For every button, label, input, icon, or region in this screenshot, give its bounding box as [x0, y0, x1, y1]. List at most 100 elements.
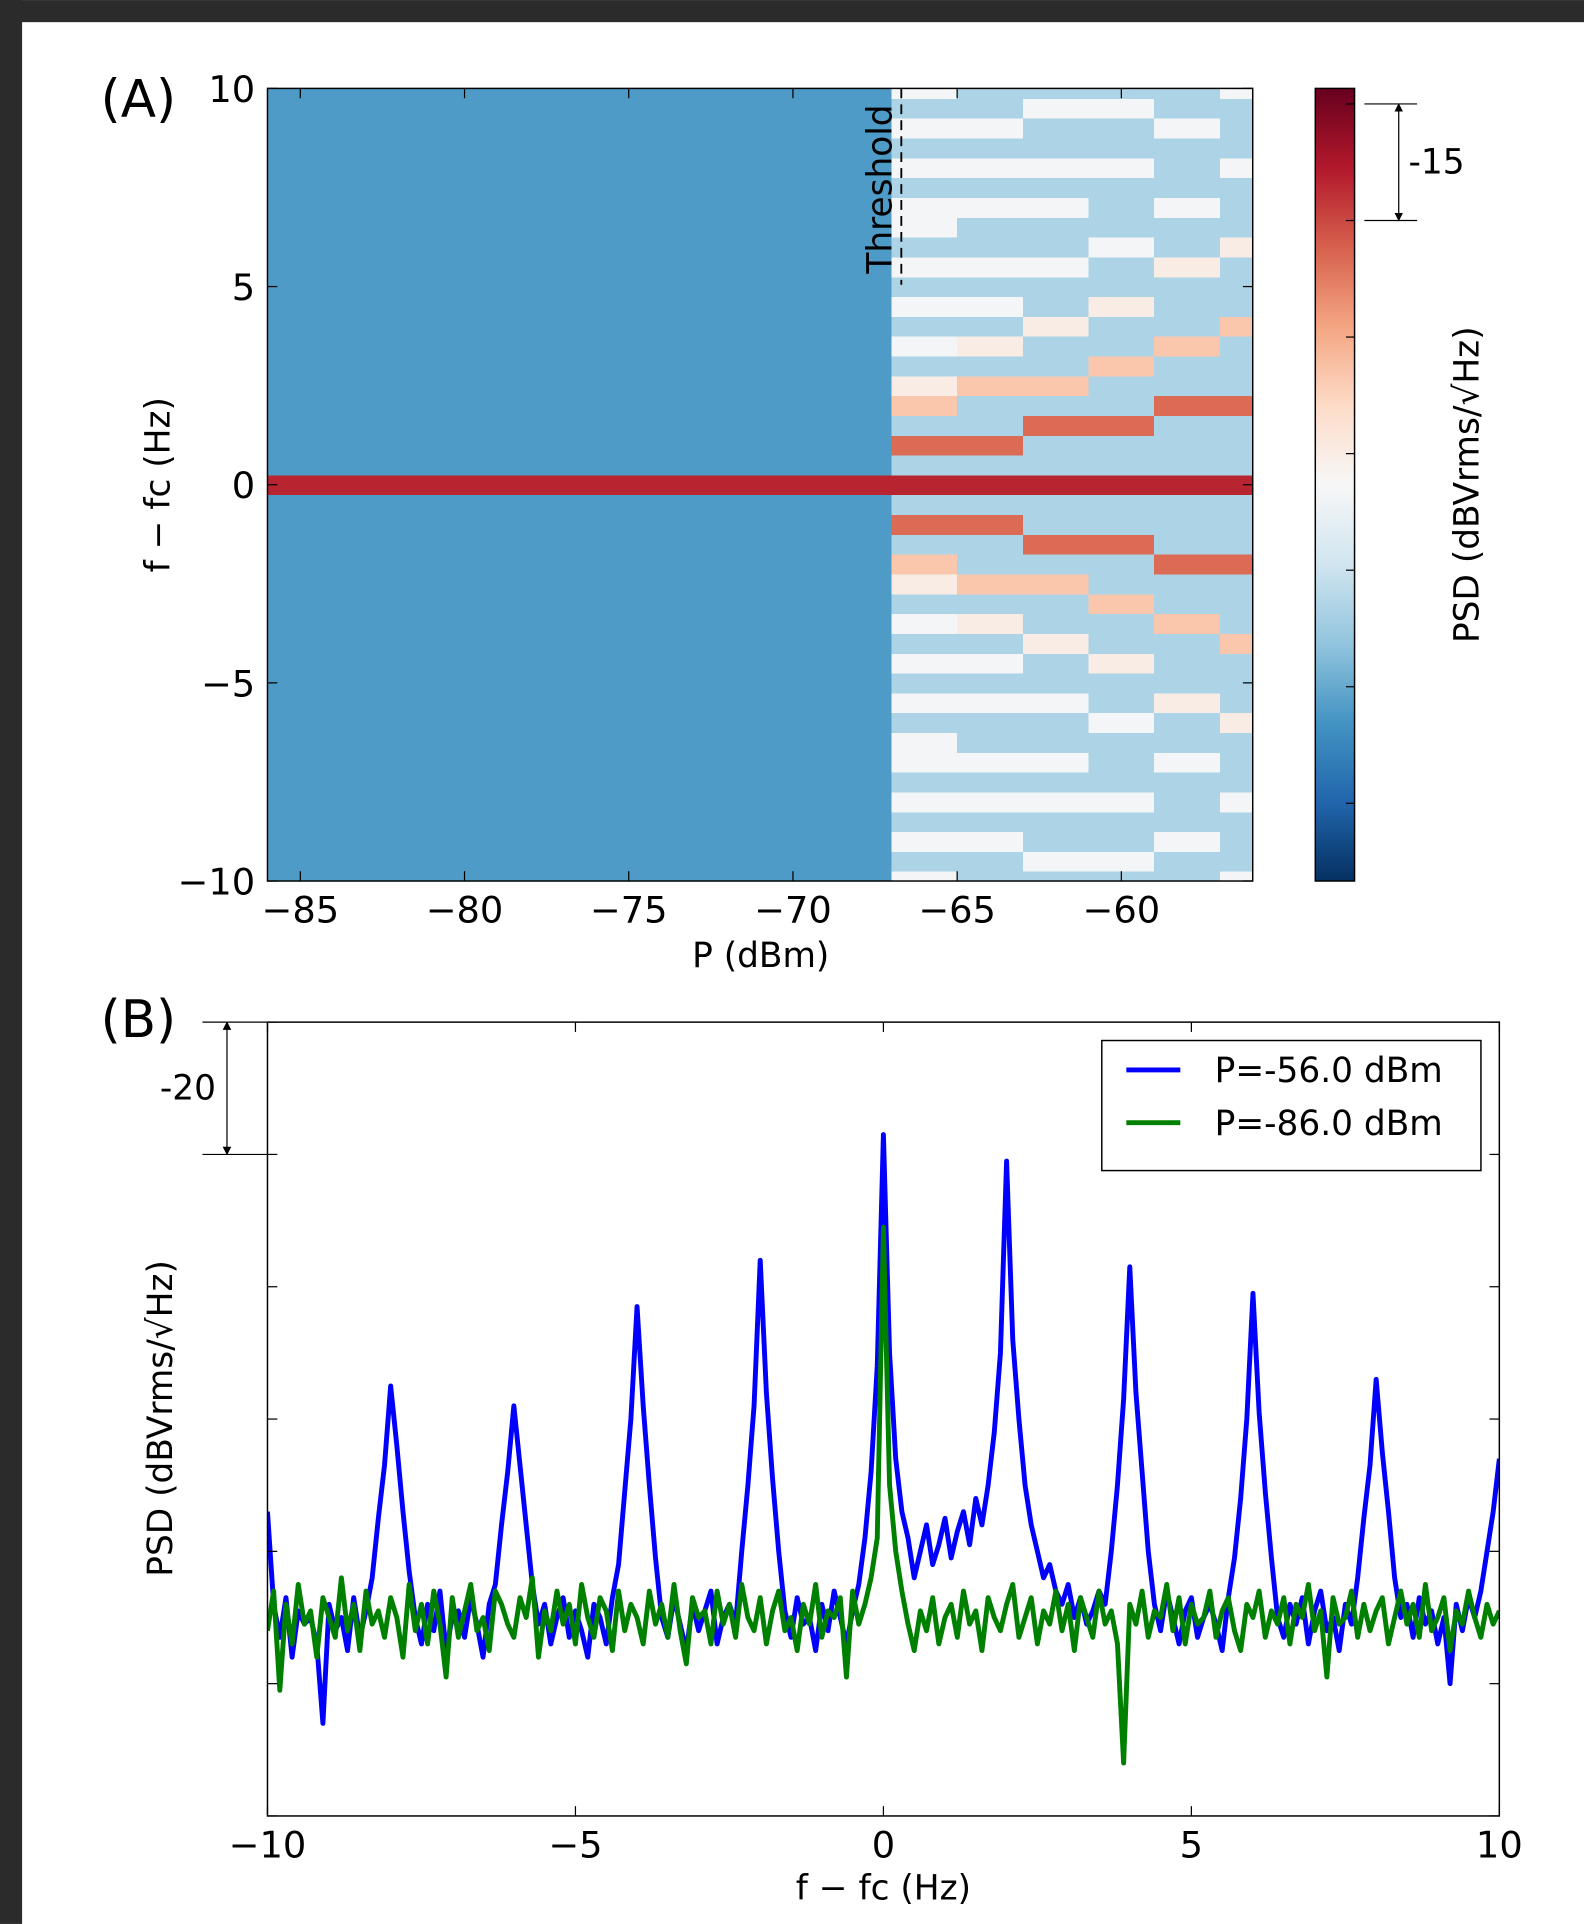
- heatmap: [267, 88, 1253, 882]
- heatmap-cell: [1022, 98, 1090, 119]
- heatmap-cell: [891, 593, 958, 615]
- heatmap-cell: [1088, 653, 1155, 674]
- heatmap-cell: [1022, 732, 1090, 753]
- heatmap-cell: [1219, 375, 1253, 397]
- heatmap-cell: [792, 88, 893, 99]
- heatmap-cell: [1088, 732, 1155, 753]
- heatmap-cell: [1154, 613, 1221, 634]
- heatmap-cell: [1022, 772, 1090, 793]
- heatmap-cell: [1088, 752, 1155, 773]
- heatmap-cell: [1154, 355, 1221, 377]
- heatmap-cell: [530, 316, 794, 337]
- heatmap-cell: [1022, 692, 1090, 714]
- heatmap-cell: [1022, 534, 1090, 555]
- heatmap-cell: [267, 355, 531, 377]
- heatmap-cell: [891, 237, 958, 258]
- heatmap-cell: [957, 88, 1024, 99]
- heatmap-cell: [957, 672, 1024, 694]
- heatmap-cell: [792, 811, 893, 833]
- heatmap-cell: [1219, 791, 1253, 813]
- heatmap-cell: [530, 494, 794, 516]
- heatmap-cell: [1088, 593, 1155, 615]
- heatmap-cell: [1219, 336, 1253, 357]
- x-axis-label: P (dBm): [692, 936, 829, 976]
- heatmap-cell: [1219, 772, 1253, 793]
- heatmap-cell: [957, 772, 1024, 793]
- heatmap-cell: [1154, 435, 1221, 456]
- heatmap-cell: [891, 435, 958, 456]
- heatmap-cell: [891, 316, 958, 337]
- heatmap-cell: [1022, 811, 1090, 833]
- heatmap-cell: [530, 672, 794, 694]
- heatmap-cell: [891, 197, 958, 218]
- heatmap-cell: [957, 336, 1024, 357]
- scalebar-label: -20: [160, 1068, 216, 1108]
- heatmap-cell: [792, 772, 893, 793]
- heatmap-cell: [891, 554, 958, 575]
- heatmap-cell: [957, 435, 1024, 456]
- heatmap-cell: [1219, 871, 1253, 882]
- heatmap-cell: [1219, 573, 1253, 595]
- heatmap-cell: [1088, 98, 1155, 119]
- heatmap-cell: [1022, 554, 1090, 575]
- heatmap-cell: [267, 732, 531, 753]
- heatmap-cell: [267, 593, 531, 615]
- heatmap-cell: [1022, 573, 1090, 595]
- heatmap-cell: [1219, 811, 1253, 833]
- heatmap-cell: [530, 851, 794, 872]
- heatmap-cell: [530, 772, 794, 793]
- heatmap-cell: [1088, 118, 1155, 139]
- heatmap-cell: [1154, 276, 1221, 298]
- heatmap-cell: [1088, 415, 1155, 436]
- x-tick-label: −70: [754, 889, 832, 932]
- heatmap-cell: [1154, 157, 1221, 179]
- heatmap-cell: [267, 573, 531, 595]
- heatmap-cell: [530, 157, 794, 179]
- heatmap-cell: [891, 98, 958, 119]
- heatmap-cell: [957, 355, 1024, 377]
- colorbar-label: PSD (dBVrms/√Hz): [1447, 326, 1487, 643]
- heatmap-cell: [1154, 633, 1221, 654]
- heatmap-cell: [1088, 534, 1155, 555]
- scalebar-label: -15: [1409, 142, 1465, 182]
- heatmap-cell: [1088, 217, 1155, 238]
- heatmap-cell: [792, 573, 893, 595]
- heatmap-cell: [891, 772, 958, 793]
- heatmap-cell: [1219, 613, 1253, 634]
- heatmap-cell: [1022, 494, 1090, 516]
- heatmap-cell: [1154, 514, 1221, 535]
- heatmap-cell: [957, 276, 1024, 298]
- heatmap-cell: [957, 653, 1024, 674]
- heatmap-cell: [1088, 811, 1155, 833]
- heatmap-cell: [1022, 375, 1090, 397]
- heatmap-cell: [1022, 256, 1090, 278]
- heatmap-cell: [1088, 276, 1155, 298]
- heatmap-cell: [957, 712, 1024, 734]
- heatmap-cell: [891, 534, 958, 555]
- heatmap-cell: [1022, 415, 1090, 436]
- heatmap-cell: [792, 831, 893, 852]
- x-tick-label: 10: [1476, 1824, 1523, 1867]
- heatmap-cell: [1154, 871, 1221, 882]
- heatmap-cell: [1022, 197, 1090, 218]
- heatmap-cell: [792, 177, 893, 199]
- heatmap-cell: [957, 375, 1024, 397]
- heatmap-cell: [957, 871, 1024, 882]
- heatmap-cell: [530, 534, 794, 555]
- heatmap-cell: [957, 633, 1024, 654]
- heatmap-cell: [1219, 276, 1253, 298]
- x-tick-label: −65: [918, 889, 996, 932]
- heatmap-cell: [1088, 316, 1155, 337]
- heatmap-cell: [792, 336, 893, 357]
- heatmap-cell: [1088, 712, 1155, 734]
- heatmap-cell: [1088, 177, 1155, 199]
- heatmap-cell: [792, 435, 893, 456]
- heatmap-cell: [1022, 752, 1090, 773]
- heatmap-cell: [1154, 395, 1221, 416]
- heatmap-cell: [1219, 355, 1253, 377]
- heatmap-cell: [267, 712, 531, 734]
- y-axis-label: PSD (dBVrms/√Hz): [141, 1260, 181, 1577]
- heatmap-cell: [792, 712, 893, 734]
- heatmap-cell: [267, 237, 531, 258]
- heatmap-cell: [1088, 355, 1155, 377]
